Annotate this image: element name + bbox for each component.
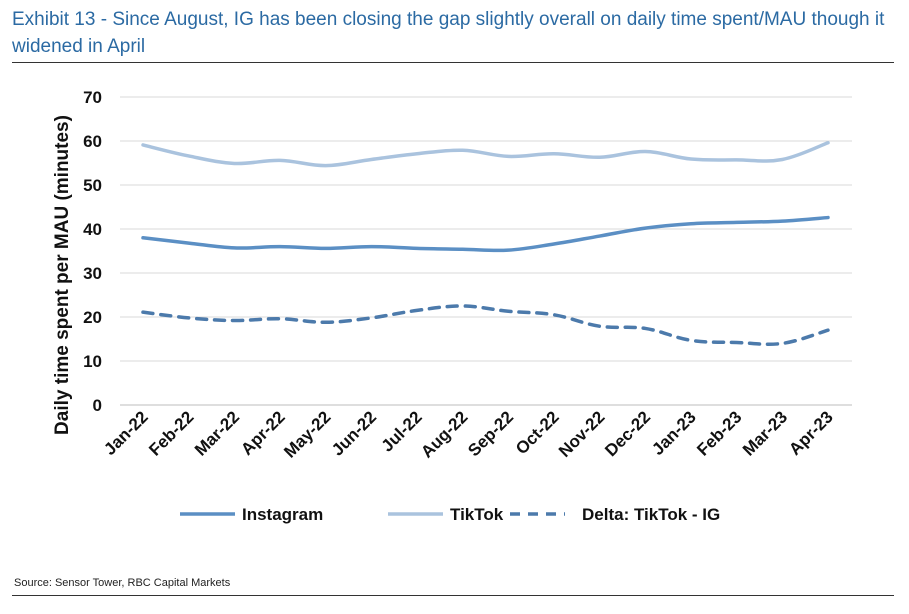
x-tick-label: May-22 [280, 407, 334, 461]
x-tick-label: Apr-23 [785, 407, 837, 459]
y-tick-label: 50 [83, 176, 102, 195]
series-lines [141, 141, 830, 347]
y-tick-label: 10 [83, 352, 102, 371]
bottom-rule [12, 595, 894, 596]
series-line [141, 215, 830, 253]
x-tick-label: Jun-22 [328, 407, 380, 459]
x-tick-label: Apr-22 [237, 407, 289, 459]
series-line [141, 141, 830, 168]
x-tick-label: Dec-22 [601, 407, 654, 460]
legend-label: Delta: TikTok - IG [582, 505, 720, 524]
source-note: Source: Sensor Tower, RBC Capital Market… [14, 577, 231, 589]
y-tick-label: 60 [83, 132, 102, 151]
y-tick-label: 30 [83, 264, 102, 283]
top-rule [12, 62, 894, 63]
x-tick-label: Nov-22 [555, 407, 609, 461]
legend-item: Delta: TikTok - IG [510, 505, 720, 524]
x-tick-label: Sep-22 [464, 407, 517, 460]
exhibit-title: Exhibit 13 - Since August, IG has been c… [12, 9, 885, 57]
y-tick-label: 70 [83, 88, 102, 107]
series-line [141, 304, 830, 347]
legend-label: TikTok [450, 505, 504, 524]
y-tick-label: 40 [83, 220, 102, 239]
gridlines [120, 96, 852, 406]
y-tick-label: 0 [93, 396, 102, 415]
x-tick-label: Feb-22 [145, 407, 197, 459]
x-tick-label: Jan-22 [100, 407, 152, 459]
series-0 [141, 215, 830, 253]
y-axis-label: Daily time spent per MAU (minutes) [52, 115, 73, 435]
series-1 [141, 141, 830, 168]
legend-label: Instagram [242, 505, 323, 524]
x-tick-label: Feb-23 [693, 407, 745, 459]
x-tick-labels: Jan-22Feb-22Mar-22Apr-22May-22Jun-22Jul-… [100, 407, 837, 461]
x-tick-label: Mar-22 [191, 407, 243, 459]
legend-item: Instagram [180, 505, 323, 524]
series-2 [141, 304, 830, 347]
x-tick-label: Oct-22 [512, 407, 563, 458]
x-tick-label: Mar-23 [739, 407, 791, 459]
legend: Instagram TikTok Delta: TikTok - IG [180, 505, 720, 524]
x-tick-label: Jan-23 [648, 407, 700, 459]
legend-item: TikTok [388, 505, 504, 524]
x-tick-label: Aug-22 [417, 407, 471, 461]
y-tick-labels: 0 10 20 30 40 50 60 70 [83, 88, 102, 415]
y-tick-label: 20 [83, 308, 102, 327]
